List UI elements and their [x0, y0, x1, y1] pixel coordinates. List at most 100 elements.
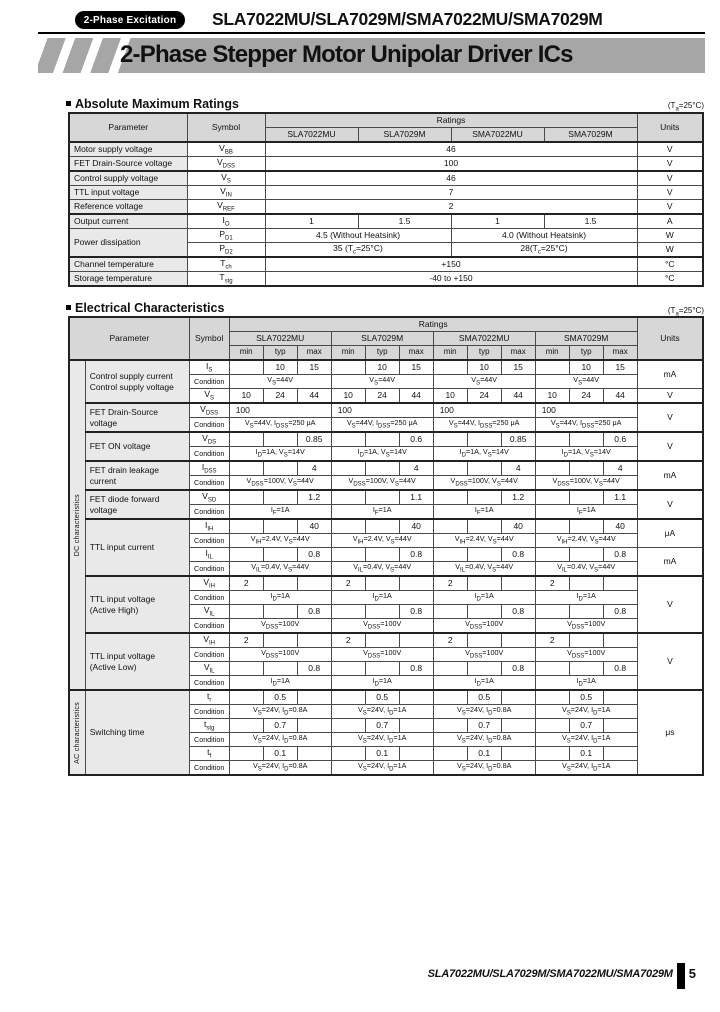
value-cell: [534, 661, 570, 676]
value-cell: 10: [364, 359, 400, 375]
page-banner-title: 2-Phase Stepper Motor Unipolar Driver IC…: [120, 41, 573, 68]
table-row: TTL input voltage (Active Low) VIH 2 2 2 2 V: [69, 632, 704, 691]
value-cell: 2: [228, 632, 264, 648]
value-cell: [228, 661, 264, 676]
value-cell: [432, 604, 468, 619]
value-cell: 1: [264, 213, 359, 229]
value-cell: 10: [330, 388, 366, 404]
condition-cell: VS=44V: [432, 374, 536, 389]
col-header-ic: SMA7029M: [534, 331, 638, 346]
abs-max-section-heading: Absolute Maximum Ratings: [66, 97, 239, 111]
section-bullet-icon: [66, 101, 71, 106]
value-cell: [262, 575, 298, 591]
condition-cell: VS=24V, ID=0.8A: [228, 704, 332, 719]
condition-cell: VS=24V, ID=1A: [534, 732, 638, 747]
value-cell: [262, 661, 298, 676]
col-header-ic: SLA7022MU: [228, 331, 332, 346]
page-banner: 2-Phase Stepper Motor Unipolar Driver IC…: [38, 38, 705, 73]
table-row: DC characteristics Control supply current…: [68, 359, 704, 691]
condition-cell: VS=24V, ID=1A: [534, 704, 638, 719]
absolute-maximum-ratings-table: Parameter Symbol Ratings Units SLA7022MU SLA7…: [68, 112, 704, 287]
condition-cell: VS=24V, ID=1A: [330, 704, 434, 719]
value-cell: 0.5: [364, 689, 400, 705]
value-cell: [432, 547, 468, 562]
condition-label: Condition: [188, 590, 230, 605]
units-cell: A: [636, 213, 704, 229]
condition-cell: VDSS=100V: [432, 618, 536, 634]
condition-cell: ID=1A: [534, 590, 638, 605]
value-cell: 24: [466, 388, 502, 404]
value-cell: [466, 489, 502, 505]
parameter-cell: Control supply voltage: [68, 170, 188, 186]
col-header-minmax: min: [432, 345, 468, 361]
value-cell: [534, 431, 570, 447]
condition-cell: VIH=2.4V, VS=44V: [432, 533, 536, 548]
value-cell: 0.8: [296, 661, 332, 676]
value-cell: 35 (Tc=25°C): [264, 242, 452, 258]
value-cell: [602, 632, 638, 648]
value-cell: [466, 547, 502, 562]
value-cell: [296, 575, 332, 591]
units-cell: W: [636, 228, 704, 243]
value-cell: [228, 718, 264, 733]
value-cell: [296, 689, 332, 705]
value-cell: 100: [330, 402, 434, 418]
value-cell: [500, 575, 536, 591]
units-cell: °C: [636, 256, 704, 272]
page-footer: SLA7022MU/SLA7029M/SMA7022MU/SMA7029M 5: [428, 963, 696, 989]
parameter-cell: Motor supply voltage: [68, 141, 188, 157]
value-cell: 100: [534, 402, 638, 418]
col-header-ic: SLA7022MU: [264, 127, 359, 143]
value-cell: [534, 604, 570, 619]
table-row: Motor supply voltage VBB 46 V: [68, 141, 704, 157]
value-cell: [432, 431, 468, 447]
condition-cell: VDSS=100V, VS=44V: [228, 475, 332, 491]
units-cell: V: [636, 156, 704, 172]
value-cell: [568, 518, 604, 534]
group-label-text: AC characteristics: [73, 701, 81, 764]
table-row: Condition VS=44V VS=44V VS=44V VS=44V: [69, 374, 703, 389]
value-cell: [568, 575, 604, 591]
value-cell: 46: [264, 141, 638, 157]
value-cell: 4: [296, 460, 332, 476]
units-cell: V: [636, 185, 704, 200]
value-cell: [398, 575, 434, 591]
value-cell: [228, 604, 264, 619]
value-cell: 44: [398, 388, 434, 404]
col-header-minmax: max: [296, 345, 332, 361]
value-cell: 24: [364, 388, 400, 404]
value-cell: [432, 689, 468, 705]
value-cell: 0.8: [398, 547, 434, 562]
abs-max-temp-note: (Ta=25°C): [667, 101, 704, 113]
value-cell: 10: [568, 359, 604, 375]
value-cell: [466, 604, 502, 619]
condition-cell: IF=1A: [432, 504, 536, 520]
value-cell: 0.1: [364, 746, 400, 761]
value-cell: [432, 359, 468, 375]
symbol-cell: Tstg: [186, 271, 266, 287]
col-header-ic: SLA7029M: [357, 127, 452, 143]
condition-label: Condition: [188, 374, 230, 389]
condition-label: Condition: [188, 647, 230, 662]
condition-cell: VDSS=100V: [534, 618, 638, 634]
value-cell: [568, 632, 604, 648]
parameter-cell: FET Drain-Source voltage: [84, 402, 190, 433]
condition-cell: ID=1A: [228, 675, 332, 691]
symbol-cell: VDS: [188, 431, 230, 447]
excitation-badge: 2-Phase Excitation: [75, 11, 185, 29]
symbol-cell: VS: [186, 170, 266, 186]
value-cell: 10: [432, 388, 468, 404]
condition-cell: VS=44V, IDSS=250 μA: [330, 417, 434, 433]
value-cell: 2: [264, 199, 638, 215]
units-cell: V: [636, 388, 704, 404]
value-cell: [228, 431, 264, 447]
value-cell: 4.5 (Without Heatsink): [264, 228, 452, 243]
value-cell: [568, 489, 604, 505]
col-header-units: Units: [636, 112, 704, 143]
value-cell: 1.2: [500, 489, 536, 505]
condition-cell: VIL=0.4V, VS=44V: [534, 561, 638, 577]
value-cell: 2: [534, 575, 570, 591]
table-row: VIL 0.8 0.8 0.8 0.8: [69, 661, 703, 676]
col-header-symbol: Symbol: [188, 316, 230, 361]
